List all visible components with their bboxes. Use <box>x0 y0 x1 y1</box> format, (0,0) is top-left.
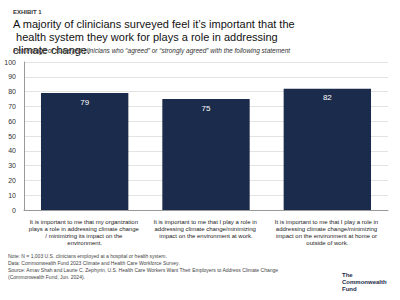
svg-text:environment.: environment. <box>67 240 102 246</box>
svg-text:It is important to me that my: It is important to me that my organizati… <box>30 219 140 225</box>
svg-text:It is important to me that I p: It is important to me that I play a role… <box>275 219 380 225</box>
svg-text:20: 20 <box>8 177 16 184</box>
svg-text:Source: Arnav Shah and Laurie: Source: Arnav Shah and Laurie C. Zephyri… <box>8 267 279 273</box>
svg-text:79: 79 <box>80 98 89 107</box>
svg-text:EXHIBIT 1: EXHIBIT 1 <box>13 9 42 15</box>
svg-text:Note: N = 1,003 U.S. clinician: Note: N = 1,003 U.S. clinicians employed… <box>8 253 167 259</box>
svg-text:Commonwealth: Commonwealth <box>342 279 388 285</box>
svg-text:A majority of clinicians surve: A majority of clinicians surveyed feel i… <box>13 18 295 30</box>
svg-text:30: 30 <box>8 162 16 169</box>
svg-text:impact on the environment at h: impact on the environment at home or <box>276 233 379 239</box>
svg-text:health system they work for pl: health system they work for plays a role… <box>13 31 281 43</box>
svg-text:40: 40 <box>8 147 16 154</box>
svg-text:Percentage of surveyed clinici: Percentage of surveyed clinicians who “a… <box>13 47 291 55</box>
svg-text:0: 0 <box>12 207 16 214</box>
svg-text:82: 82 <box>323 93 332 102</box>
svg-text:60: 60 <box>8 118 16 125</box>
svg-text:(Commonwealth Fund, Jun. 2024): (Commonwealth Fund, Jun. 2024). <box>8 274 85 280</box>
svg-text:impact on the environment at w: impact on the environment at work. <box>159 233 253 239</box>
svg-text:100: 100 <box>4 59 16 66</box>
svg-text:The: The <box>342 272 354 278</box>
svg-text:70: 70 <box>8 103 16 110</box>
svg-text:Data: Commonwealth Fund 2023 C: Data: Commonwealth Fund 2023 Climate and… <box>8 260 180 266</box>
svg-text:addressing climate change/mini: addressing climate change/minimizing <box>276 226 379 232</box>
svg-text:Fund: Fund <box>342 286 357 292</box>
svg-text:addressing climate change/mini: addressing climate change/minimizing <box>154 226 257 232</box>
svg-text:/ minimizing its impact on the: / minimizing its impact on the <box>45 233 124 239</box>
svg-text:plays a role in addressing cli: plays a role in addressing climate chang… <box>29 226 141 232</box>
svg-text:80: 80 <box>8 88 16 95</box>
svg-text:50: 50 <box>8 133 16 140</box>
svg-text:It is important to me that I p: It is important to me that I play a role… <box>153 219 258 225</box>
svg-text:outside of work.: outside of work. <box>306 240 348 246</box>
svg-text:10: 10 <box>8 192 16 199</box>
svg-text:90: 90 <box>8 73 16 80</box>
svg-text:75: 75 <box>202 104 211 113</box>
